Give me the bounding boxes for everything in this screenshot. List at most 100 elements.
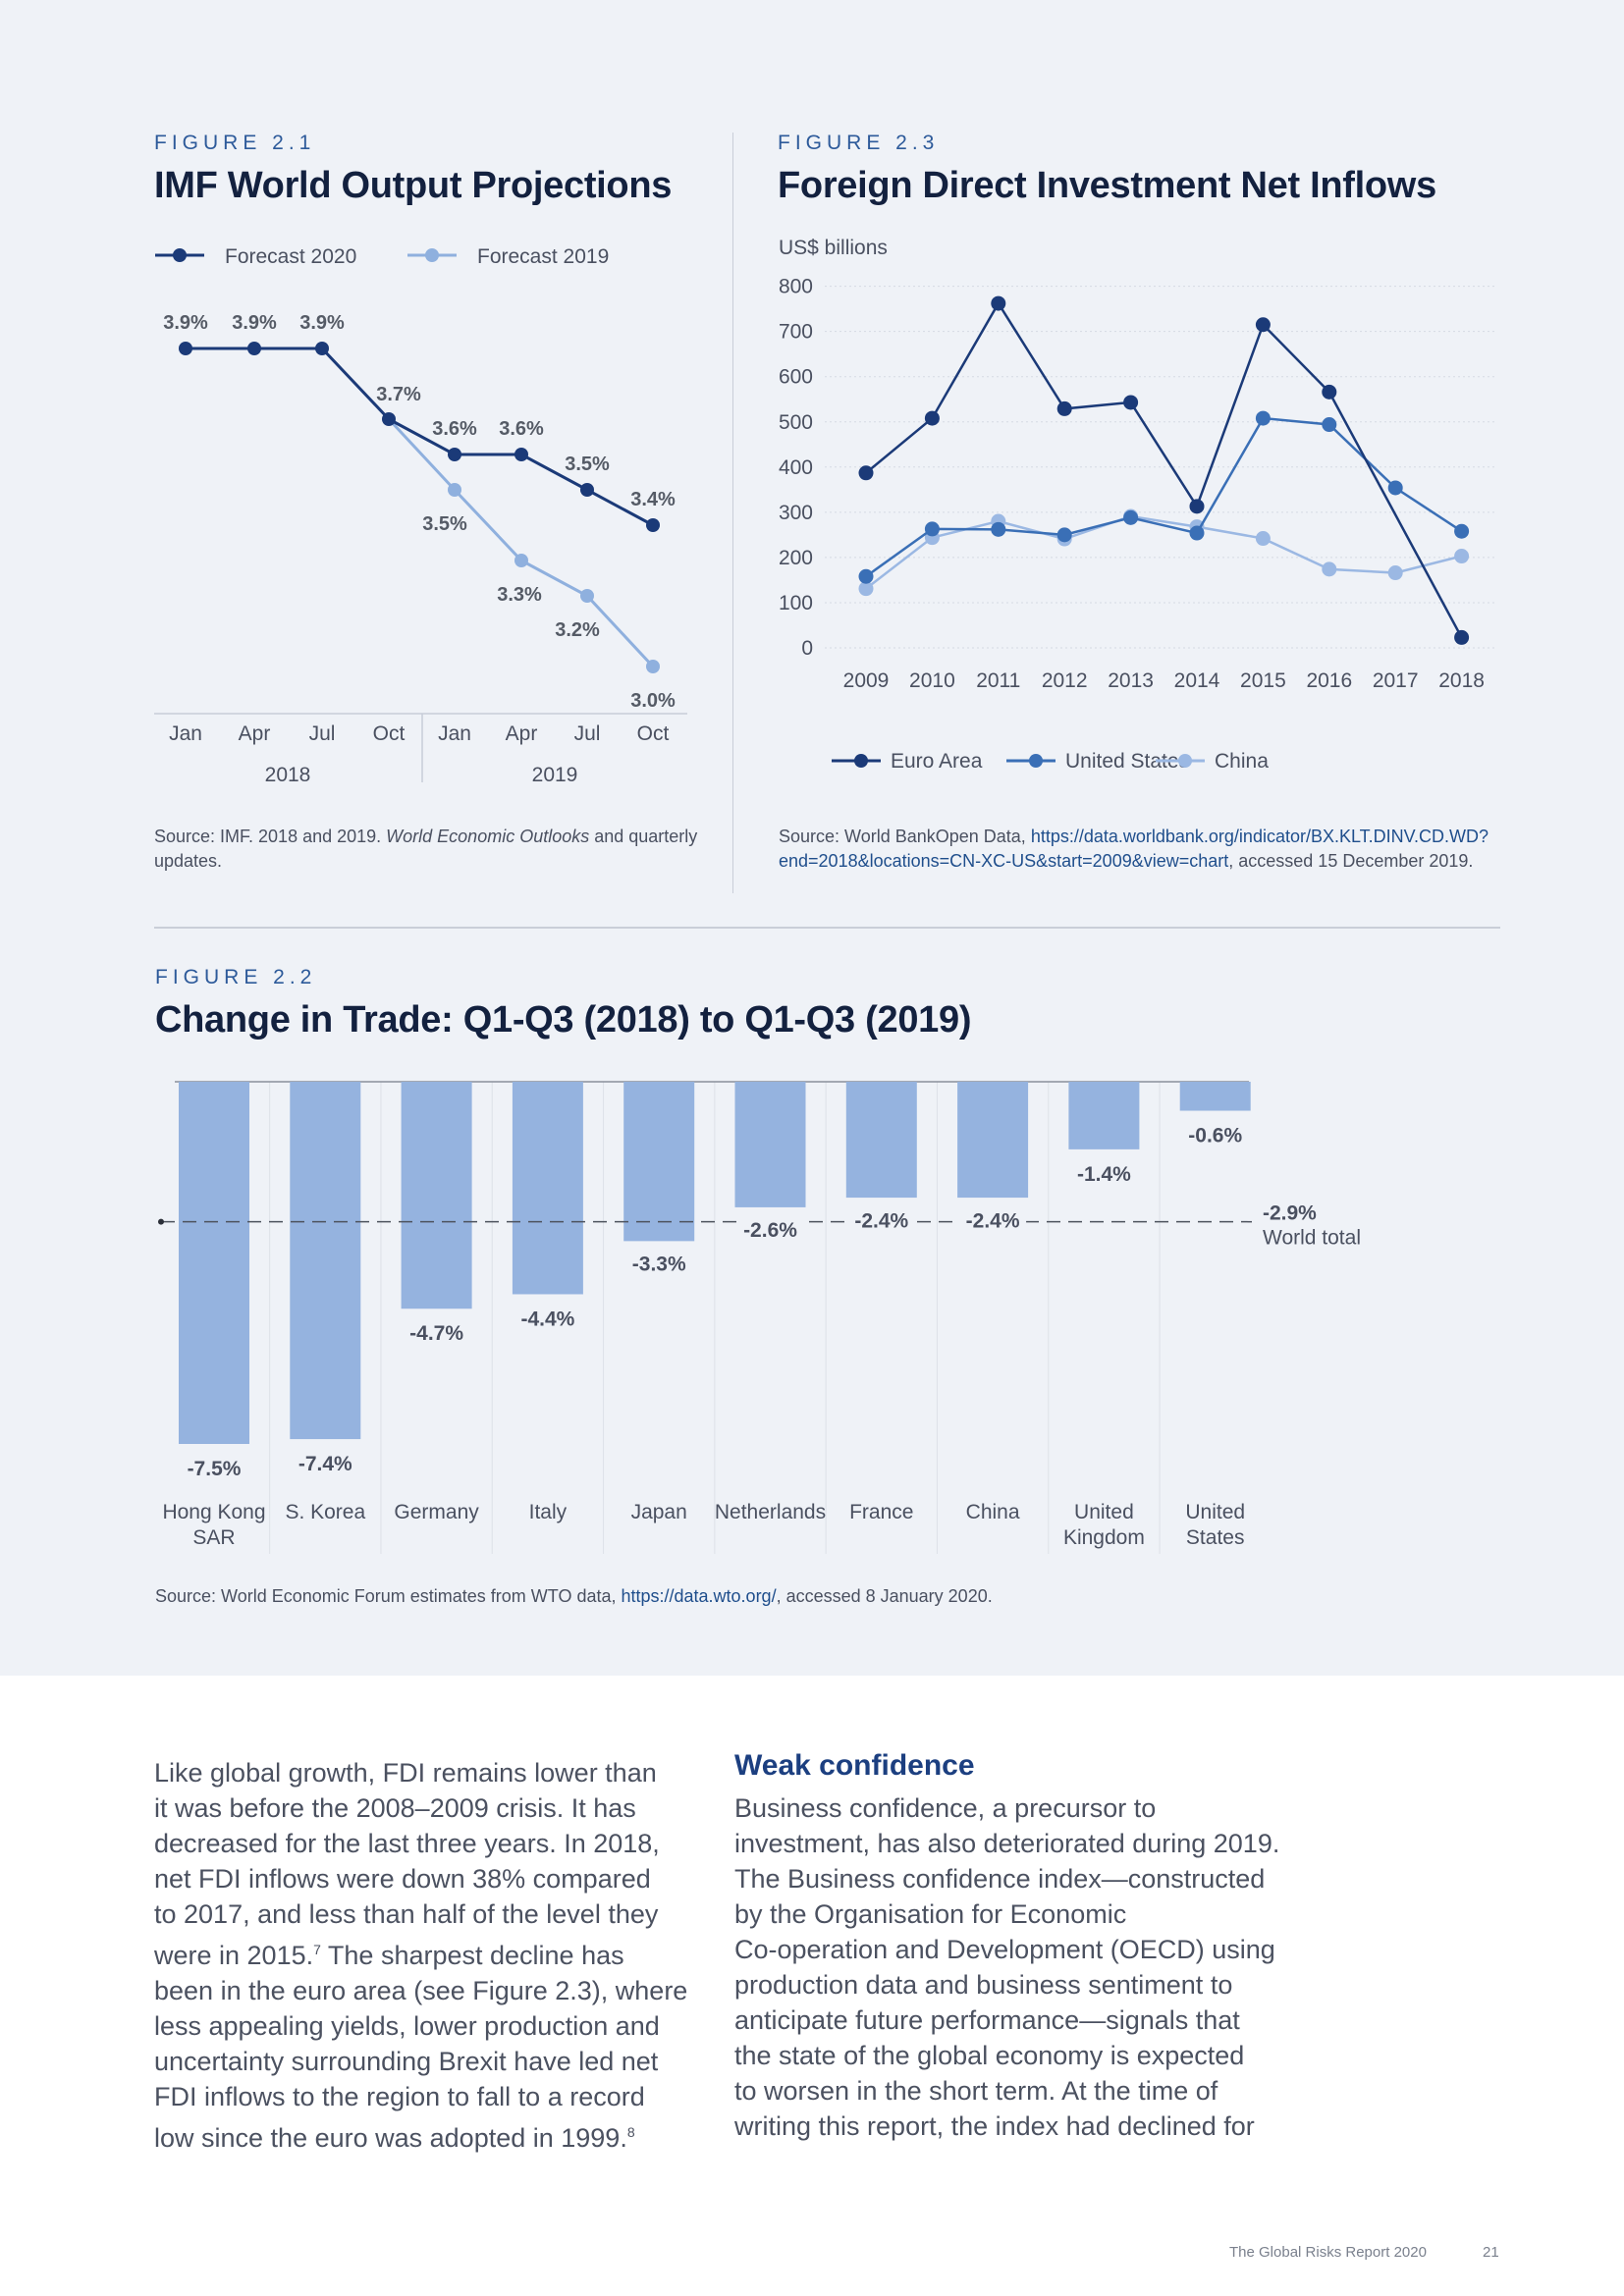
bar-value-label: -7.5% <box>188 1458 242 1480</box>
x-tick-label: 2017 <box>1373 669 1419 692</box>
series-line-united-states <box>865 416 1463 578</box>
bar-value-label: -0.6% <box>1188 1125 1242 1148</box>
x-tick-label: Jul <box>309 722 336 745</box>
legend-marker-forecast-2020 <box>173 248 187 262</box>
fig22-source-link[interactable]: https://data.wto.org/ <box>621 1586 777 1606</box>
category-label: S. Korea <box>285 1501 365 1523</box>
data-label-forecast-2020: 3.9% <box>163 312 208 334</box>
data-label-forecast-2019: 3.5% <box>422 513 467 535</box>
x-tick-label: 2011 <box>976 669 1020 692</box>
bar <box>1068 1082 1140 1149</box>
x-tick-label: Jul <box>574 722 601 745</box>
x-tick-label: Apr <box>239 722 271 745</box>
point-forecast-2019 <box>580 589 594 603</box>
series-line-china <box>865 514 1462 590</box>
point-euro-area <box>1255 317 1271 333</box>
point-euro-area <box>1056 400 1072 416</box>
fig23-source-link[interactable]: https://data.worldbank.org/indicator/BX.… <box>779 827 1489 871</box>
point-china <box>1255 531 1271 547</box>
category-label: Germany <box>394 1501 479 1523</box>
category-label: Netherlands <box>715 1501 826 1523</box>
category-label: Hong Kong <box>162 1501 265 1523</box>
y-tick-label: 400 <box>779 456 813 479</box>
bar <box>401 1082 472 1309</box>
x-tick-label: Apr <box>506 722 538 745</box>
point-forecast-2020 <box>514 448 528 461</box>
bar <box>845 1082 917 1199</box>
imf-output-chart: Forecast 2020 Forecast 2019 3.5% 3.3% 3.2% 3.… <box>154 245 687 786</box>
y-tick-label: 0 <box>801 637 813 660</box>
category-label: Italy <box>529 1501 568 1523</box>
data-label-forecast-2020: 3.6% <box>499 418 544 440</box>
body-right-column: Business confidence, a precursor to inve… <box>734 1793 1280 2141</box>
year-label-2018: 2018 <box>265 764 311 786</box>
bar-value-label: -7.4% <box>298 1453 352 1475</box>
data-label-forecast-2020: 3.6% <box>432 418 477 440</box>
category-label: SAR <box>192 1526 235 1549</box>
y-tick-label: 200 <box>779 547 813 569</box>
y-tick-label: 800 <box>779 276 813 298</box>
series-line-forecast-2020 <box>186 347 654 527</box>
point-china <box>858 581 874 597</box>
label-background <box>959 1207 1027 1234</box>
point-forecast-2020 <box>646 518 660 532</box>
y-tick-label: 300 <box>779 502 813 524</box>
legend-marker-united-states <box>1029 754 1043 768</box>
data-label-forecast-2020: 3.9% <box>232 312 277 334</box>
x-tick-label: 2009 <box>843 669 890 692</box>
bar <box>512 1082 583 1295</box>
bar-value-label: -4.4% <box>520 1308 574 1330</box>
point-united-states <box>1056 527 1072 543</box>
y-tick-label: 600 <box>779 366 813 389</box>
point-forecast-2020 <box>448 448 461 461</box>
category-label: France <box>849 1501 913 1523</box>
body-left-column: Like global growth, FDI remains lower th… <box>154 1758 688 2153</box>
x-tick-label: 2018 <box>1438 669 1485 692</box>
footnote-8[interactable]: 8 <box>626 2124 635 2140</box>
category-label: Kingdom <box>1063 1526 1145 1549</box>
point-euro-area <box>991 295 1006 311</box>
y-tick-label: 700 <box>779 321 813 344</box>
bar-value-label: -4.7% <box>409 1322 463 1345</box>
weak-confidence-heading: Weak confidence <box>734 1749 975 1782</box>
bar <box>179 1082 249 1444</box>
fig23-source: Source: World BankOpen Data, https://dat… <box>779 827 1489 871</box>
category-label: United <box>1185 1501 1245 1523</box>
point-united-states <box>1322 417 1337 433</box>
data-label-forecast-2019: 3.2% <box>555 619 600 641</box>
footnote-7[interactable]: 7 <box>313 1942 321 1957</box>
y-tick-label: 100 <box>779 592 813 614</box>
figures-panel <box>0 0 1624 1676</box>
footer-report-name: The Global Risks Report 2020 <box>1229 2244 1427 2261</box>
bar <box>1179 1082 1251 1111</box>
data-label-forecast-2019: 3.3% <box>497 584 542 606</box>
point-forecast-2020 <box>179 342 192 355</box>
point-euro-area <box>1123 395 1139 410</box>
point-united-states <box>1189 525 1205 541</box>
category-label: China <box>966 1501 1020 1523</box>
point-euro-area <box>1454 629 1470 645</box>
label-background <box>847 1207 915 1234</box>
point-united-states <box>924 521 940 537</box>
fig22-title: Change in Trade: Q1-Q3 (2018) to Q1-Q3 (… <box>155 999 972 1041</box>
bar-value-label: -2.4% <box>854 1210 908 1233</box>
x-tick-label: 2010 <box>909 669 955 692</box>
point-china <box>1322 561 1337 577</box>
column-divider <box>732 133 733 893</box>
x-tick-label: Jan <box>438 722 471 745</box>
fig22-label: FIGURE 2.2 <box>155 966 317 988</box>
y-axis-unit-label: US$ billions <box>779 237 888 259</box>
point-united-states <box>1454 523 1470 539</box>
data-label-forecast-2020: 3.7% <box>376 384 421 405</box>
point-united-states <box>991 521 1006 537</box>
bar-value-label: -2.4% <box>966 1210 1020 1233</box>
point-forecast-2020 <box>315 342 329 355</box>
fig23-title: Foreign Direct Investment Net Inflows <box>778 165 1436 206</box>
bar-value-label: -2.6% <box>743 1219 797 1242</box>
point-china <box>1387 565 1403 581</box>
legend-label-china: China <box>1215 750 1269 773</box>
x-tick-label: Oct <box>637 722 670 745</box>
fig22-source: Source: World Economic Forum estimates f… <box>155 1586 993 1606</box>
point-forecast-2019 <box>448 483 461 497</box>
legend-label-forecast-2020: Forecast 2020 <box>225 245 356 268</box>
